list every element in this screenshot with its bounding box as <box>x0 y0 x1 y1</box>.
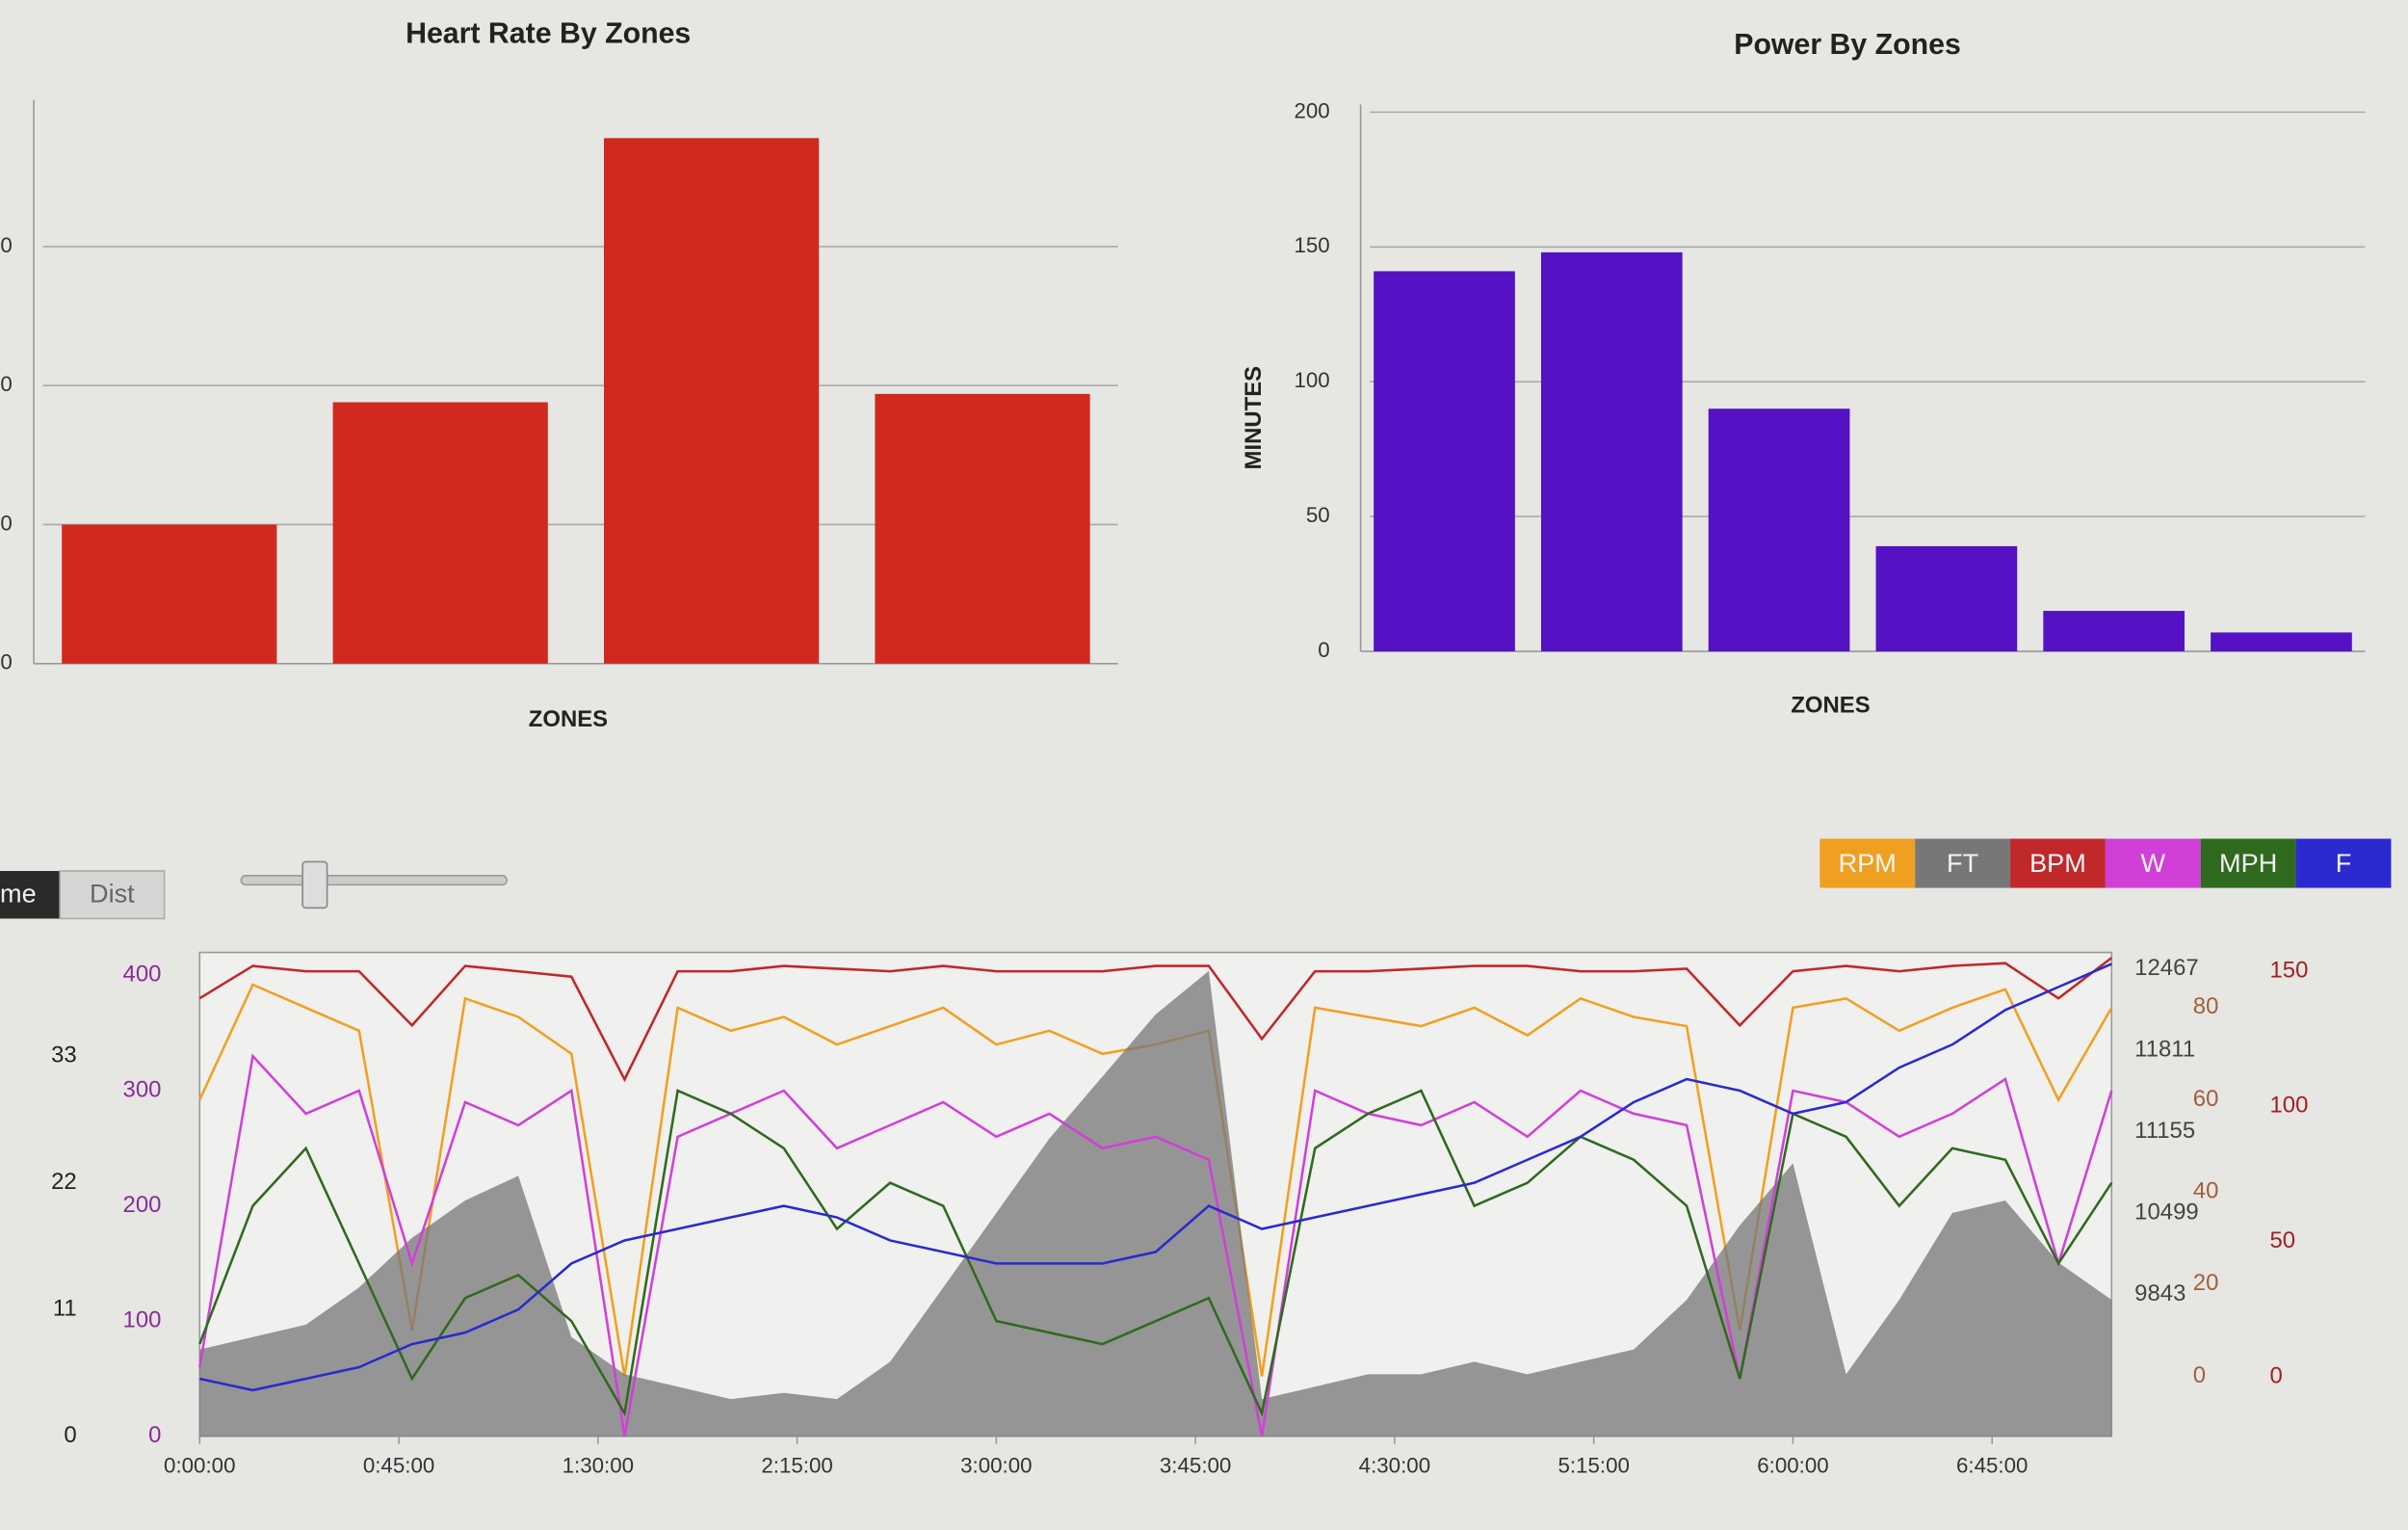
y-tick-label: 40 <box>2193 1178 2219 1204</box>
area <box>199 970 2112 1437</box>
x-tick-label: 4:30:00 <box>1359 1454 1430 1478</box>
y-tick-label: 11 <box>53 1296 77 1322</box>
bar <box>2211 632 2352 652</box>
y-tick-label: 200 <box>1295 98 1330 122</box>
bar <box>1374 271 1515 652</box>
bar <box>2043 611 2186 652</box>
y-tick-label: 50 <box>0 511 13 535</box>
y-tick-label: 100 <box>0 372 13 396</box>
y-tick-label: 100 <box>123 1306 162 1332</box>
y-tick-label: 0 <box>148 1422 161 1448</box>
slider-thumb[interactable] <box>301 860 328 910</box>
legend-label: MPH <box>2219 848 2277 878</box>
chart-title: Heart Rate By Zones <box>406 18 691 50</box>
y-tick-label: 60 <box>2193 1086 2219 1112</box>
tab-time[interactable] <box>0 871 61 919</box>
x-axis-label: ZONES <box>529 706 608 732</box>
bar <box>1708 409 1850 652</box>
legend-button[interactable] <box>2105 838 2201 888</box>
chart-title: Power By Zones <box>1734 29 1961 61</box>
y-tick-label: 0 <box>64 1422 76 1448</box>
x-tick-label: 1:30:00 <box>563 1454 634 1478</box>
x-tick-label: 2:15:00 <box>761 1454 832 1478</box>
y-tick-label: 22 <box>51 1169 77 1195</box>
y-tick-label: 20 <box>2193 1270 2219 1296</box>
y-tick-label: 150 <box>2269 957 2308 983</box>
bar <box>1875 545 2018 652</box>
y-tick-label: 10499 <box>2134 1199 2198 1225</box>
x-tick-label: 3:45:00 <box>1160 1454 1231 1478</box>
legend-label: RPM <box>1839 848 1897 878</box>
tab-dist[interactable] <box>59 870 166 920</box>
controls: me Dist <box>0 860 508 920</box>
bar <box>875 393 1090 664</box>
legend-button[interactable] <box>2295 838 2392 888</box>
y-tick-label: 0 <box>0 650 12 674</box>
y-tick-label: 400 <box>123 962 162 988</box>
y-tick-label: 12467 <box>2134 955 2198 981</box>
y-tick-label: 150 <box>0 233 13 257</box>
y-tick-label: 0 <box>1318 638 1329 662</box>
slider-track <box>240 874 508 886</box>
y-tick-label: 300 <box>123 1076 162 1102</box>
bar <box>603 138 820 664</box>
y-tick-label: 0 <box>2193 1362 2206 1388</box>
y-tick-label: 80 <box>2193 993 2219 1019</box>
y-tick-label: 150 <box>1295 233 1330 257</box>
x-tick-label: 0:45:00 <box>363 1454 434 1478</box>
line <box>198 1053 2113 1437</box>
bar <box>332 402 548 664</box>
x-tick-label: 6:00:00 <box>1757 1454 1828 1478</box>
legend-label: BPM <box>2029 848 2086 878</box>
bar <box>1540 251 1683 652</box>
y-tick-label: 50 <box>1306 503 1330 527</box>
legend-button[interactable] <box>2010 838 2106 888</box>
legend-label: F <box>2336 848 2352 878</box>
y-tick-label: 9843 <box>2134 1280 2186 1306</box>
bar <box>62 524 277 664</box>
y-tick-label: 0 <box>2269 1362 2282 1388</box>
y-tick-label: 33 <box>51 1042 77 1068</box>
x-tick-label: 5:15:00 <box>1557 1454 1629 1478</box>
y-tick-label: 200 <box>123 1192 162 1218</box>
x-tick-label: 3:00:00 <box>960 1454 1032 1478</box>
x-axis-label: ZONES <box>1791 693 1870 719</box>
y-tick-label: 11811 <box>2134 1036 2195 1062</box>
legend-label: W <box>2141 848 2166 878</box>
y-axis-label: MINUTES <box>1241 366 1267 470</box>
legend-label: FT <box>1947 848 1978 878</box>
legend-button[interactable] <box>1915 838 2011 888</box>
y-tick-label: 50 <box>2269 1227 2295 1253</box>
tab-label: Dist <box>90 879 135 909</box>
tab-label: me <box>0 879 37 909</box>
line <box>199 963 2112 1392</box>
line <box>198 957 2113 1083</box>
y-tick-label: 100 <box>1295 368 1330 392</box>
x-tick-label: 0:00:00 <box>164 1454 235 1478</box>
y-tick-label: 11155 <box>2134 1118 2195 1144</box>
legend-button[interactable] <box>2200 838 2296 888</box>
legend-button[interactable] <box>1819 838 1916 888</box>
x-tick-label: 6:45:00 <box>1956 1454 2028 1478</box>
y-tick-label: 100 <box>2269 1093 2308 1119</box>
